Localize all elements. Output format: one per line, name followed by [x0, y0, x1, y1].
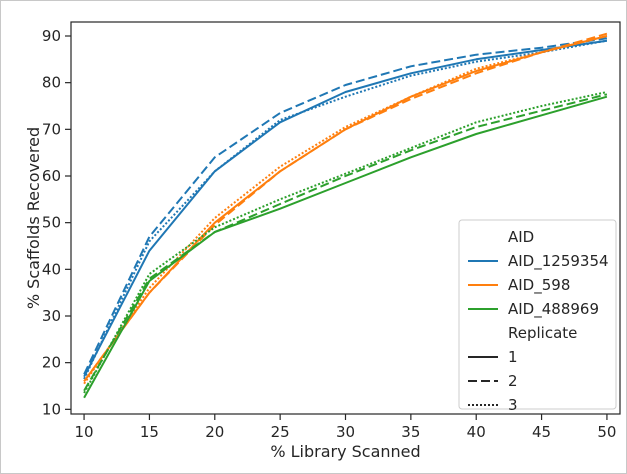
series-line-aid-1259354-rep1	[83, 39, 608, 378]
y-axis: 10 20 30 40 50 60 70 80 90	[42, 27, 71, 418]
x-tick-label: 35	[401, 423, 420, 441]
y-axis-label: % Scaffolds Recovered	[24, 127, 43, 309]
series-line-aid-1259354-rep3	[83, 39, 608, 380]
legend-title-aid: AID	[508, 228, 534, 246]
legend-label: AID_1259354	[508, 252, 609, 271]
series-line-aid-488969-rep1	[83, 95, 608, 399]
x-tick-label: 20	[205, 423, 224, 441]
legend-label: 2	[508, 372, 518, 390]
y-tick-label: 30	[42, 307, 61, 325]
legend: AID AID_1259354 AID_598 AID_488969 Replicate…	[458, 219, 617, 414]
x-tick-label: 30	[336, 423, 355, 441]
y-tick-label: 60	[42, 167, 61, 185]
legend-label: 3	[508, 396, 518, 414]
x-axis-label: % Library Scanned	[270, 442, 420, 461]
series-lines	[83, 32, 608, 399]
legend-box	[458, 219, 617, 410]
y-tick-label: 10	[42, 400, 61, 418]
x-tick-label: 10	[75, 423, 94, 441]
x-tick-label: 40	[467, 423, 486, 441]
series-line-aid-598-rep2	[83, 32, 608, 382]
x-tick-label: 45	[532, 423, 551, 441]
x-tick-label: 25	[271, 423, 290, 441]
legend-label: AID_598	[508, 276, 570, 295]
series-line-aid-1259354-rep2	[83, 37, 608, 375]
x-axis: 10 15 20 25 30 35 40 45 50	[75, 414, 616, 441]
x-tick-label: 50	[597, 423, 616, 441]
y-tick-label: 70	[42, 120, 61, 138]
legend-title-replicate: Replicate	[508, 324, 577, 342]
y-tick-label: 40	[42, 260, 61, 278]
y-tick-label: 20	[42, 354, 61, 372]
y-tick-label: 90	[42, 27, 61, 45]
y-tick-label: 80	[42, 74, 61, 92]
series-line-aid-488969-rep2	[83, 93, 608, 392]
legend-label: AID_488969	[508, 300, 599, 319]
x-tick-label: 15	[140, 423, 159, 441]
legend-label: 1	[508, 348, 518, 366]
y-tick-label: 50	[42, 214, 61, 232]
series-line-aid-488969-rep3	[83, 91, 608, 394]
